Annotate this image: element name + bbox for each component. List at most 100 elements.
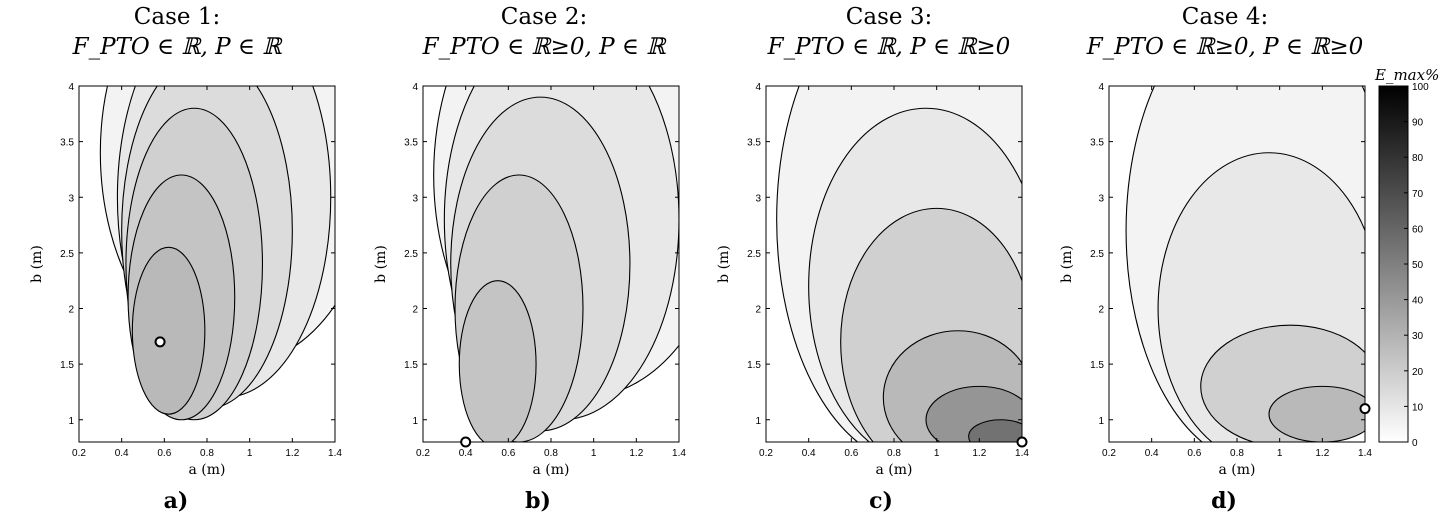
x-tick-label: 0.4 — [459, 448, 473, 459]
y-tick-label: 2 — [755, 305, 761, 316]
y-tick-label: 3.5 — [1090, 138, 1104, 149]
x-tick-label: 1.2 — [629, 448, 643, 459]
y-tick-label: 3 — [68, 193, 74, 204]
y-tick-label: 3 — [412, 193, 418, 204]
y-tick-label: 3.5 — [404, 138, 418, 149]
x-tick-label: 0.8 — [544, 448, 558, 459]
y-tick-label: 1.5 — [1090, 360, 1104, 371]
y-tick-label: 1 — [68, 416, 74, 427]
panel-b-subtitle: F_PTO ∈ ℝ≥0, P ∈ ℝ — [422, 34, 666, 60]
colorbar-tick-label: 20 — [1412, 367, 1424, 378]
y-tick-label: 1 — [1098, 416, 1104, 427]
y-tick-label: 2.5 — [404, 249, 418, 260]
colorbar-tick-label: 0 — [1412, 438, 1418, 449]
x-tick-label: 0.8 — [200, 448, 214, 459]
x-tick-label: 0.6 — [844, 448, 858, 459]
colorbar-title: E_max% — [1374, 66, 1439, 84]
x-axis-label: a (m) — [189, 462, 226, 478]
y-tick-label: 1.5 — [404, 360, 418, 371]
optimum-marker — [1016, 436, 1028, 448]
panel-a-label: a) — [163, 488, 189, 514]
x-tick-label: 1.2 — [285, 448, 299, 459]
panel-d-title: Case 4: F_PTO ∈ ℝ≥0, P ∈ ℝ≥0 — [1075, 2, 1375, 62]
y-tick-label: 4 — [412, 82, 418, 93]
y-tick-label: 4 — [68, 82, 74, 93]
panel-d-subtitle: F_PTO ∈ ℝ≥0, P ∈ ℝ≥0 — [1086, 34, 1364, 60]
y-axis-label: b (m) — [1059, 245, 1075, 283]
x-tick-label: 1 — [247, 448, 253, 459]
y-tick-label: 1.5 — [60, 360, 74, 371]
x-tick-label: 0.6 — [1187, 448, 1201, 459]
y-tick-label: 1 — [412, 416, 418, 427]
x-tick-label: 1.4 — [1358, 448, 1372, 459]
y-tick-label: 4 — [755, 82, 761, 93]
x-tick-label: 1.4 — [1015, 448, 1029, 459]
contour-level-30 — [1268, 385, 1365, 442]
optimum-marker — [460, 436, 472, 448]
x-tick-label: 0.4 — [802, 448, 816, 459]
optimum-marker — [1359, 403, 1371, 415]
colorbar-tick-label: 100 — [1412, 82, 1429, 93]
x-tick-label: 1.2 — [972, 448, 986, 459]
panel-a-title: Case 1: F_PTO ∈ ℝ, P ∈ ℝ — [27, 2, 327, 62]
optimum-marker — [154, 336, 166, 348]
y-tick-label: 2.5 — [1090, 249, 1104, 260]
y-tick-label: 3.5 — [747, 138, 761, 149]
colorbar-tick-label: 70 — [1412, 189, 1424, 200]
colorbar-tick-label: 80 — [1412, 153, 1424, 164]
x-tick-label: 0.2 — [416, 448, 430, 459]
y-tick-label: 2.5 — [60, 249, 74, 260]
y-axis-label: b (m) — [373, 245, 389, 283]
contour-level-25 — [458, 280, 537, 442]
panel-c-label: c) — [869, 488, 893, 514]
panel-a-subtitle: F_PTO ∈ ℝ, P ∈ ℝ — [72, 34, 282, 60]
contour-group — [79, 86, 335, 442]
x-tick-label: 0.6 — [157, 448, 171, 459]
y-tick-label: 2 — [412, 305, 418, 316]
x-axis-label: a (m) — [1219, 462, 1256, 478]
x-axis-label: a (m) — [533, 462, 570, 478]
x-tick-label: 0.2 — [72, 448, 86, 459]
x-tick-label: 1 — [934, 448, 940, 459]
x-tick-label: 0.6 — [501, 448, 515, 459]
y-tick-label: 2 — [1098, 305, 1104, 316]
x-tick-label: 1 — [1277, 448, 1283, 459]
y-tick-label: 2.5 — [747, 249, 761, 260]
y-tick-label: 1 — [755, 416, 761, 427]
contour-group — [1109, 86, 1365, 442]
x-tick-label: 0.4 — [1145, 448, 1159, 459]
y-tick-label: 3.5 — [60, 138, 74, 149]
panel-b-title: Case 2: F_PTO ∈ ℝ≥0, P ∈ ℝ — [394, 2, 694, 62]
panel-d-label: d) — [1211, 488, 1237, 514]
colorbar — [1378, 85, 1409, 443]
x-tick-label: 1.2 — [1315, 448, 1329, 459]
colorbar-tick-label: 10 — [1412, 402, 1424, 413]
contour-level-60 — [968, 419, 1022, 442]
x-tick-label: 0.2 — [1102, 448, 1116, 459]
contour-group — [766, 86, 1022, 442]
x-tick-label: 0.8 — [1230, 448, 1244, 459]
y-tick-label: 3 — [1098, 193, 1104, 204]
x-axis-label: a (m) — [876, 462, 913, 478]
x-tick-label: 1.4 — [328, 448, 342, 459]
y-axis-label: b (m) — [716, 245, 732, 283]
x-tick-label: 1.4 — [672, 448, 686, 459]
panel-c-subtitle: F_PTO ∈ ℝ, P ∈ ℝ≥0 — [767, 34, 1011, 60]
y-tick-label: 1.5 — [747, 360, 761, 371]
contour-group — [423, 86, 679, 442]
panel-c-title: Case 3: F_PTO ∈ ℝ, P ∈ ℝ≥0 — [739, 2, 1039, 62]
colorbar-tick-label: 60 — [1412, 224, 1424, 235]
contour-level-30 — [131, 246, 206, 415]
x-tick-label: 0.2 — [759, 448, 773, 459]
y-axis-label: b (m) — [29, 245, 45, 283]
y-tick-label: 3 — [755, 193, 761, 204]
x-tick-label: 0.8 — [887, 448, 901, 459]
x-tick-label: 1 — [591, 448, 597, 459]
colorbar-tick-label: 30 — [1412, 331, 1424, 342]
y-tick-label: 2 — [68, 305, 74, 316]
x-tick-label: 0.4 — [115, 448, 129, 459]
y-tick-label: 4 — [1098, 82, 1104, 93]
panel-b-label: b) — [525, 488, 551, 514]
colorbar-tick-label: 40 — [1412, 296, 1424, 307]
